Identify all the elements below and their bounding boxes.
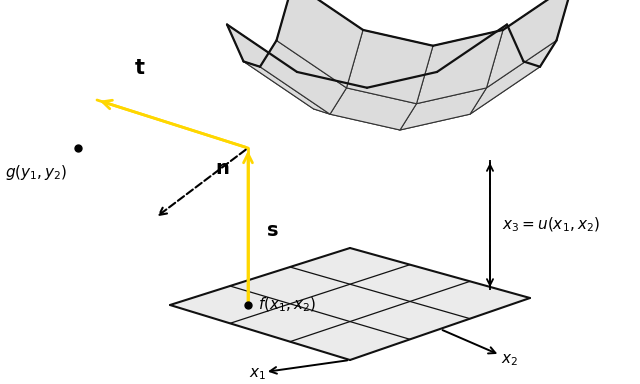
Polygon shape [314,109,400,130]
Text: $x_2$: $x_2$ [502,352,518,368]
Polygon shape [400,88,486,130]
Polygon shape [170,248,530,360]
Polygon shape [260,40,346,114]
Text: $\mathbf{n}$: $\mathbf{n}$ [215,159,229,177]
Text: $g(y_1,y_2)$: $g(y_1,y_2)$ [5,162,68,182]
Text: $x_1$: $x_1$ [250,366,267,382]
Polygon shape [437,25,524,109]
Text: $\mathbf{t}$: $\mathbf{t}$ [134,58,146,78]
Text: $f(x_1,x_2)$: $f(x_1,x_2)$ [258,296,316,314]
Text: $x_3 = u(x_1,x_2)$: $x_3 = u(x_1,x_2)$ [502,216,600,234]
Text: $\mathbf{s}$: $\mathbf{s}$ [266,220,278,240]
Polygon shape [454,61,540,114]
Polygon shape [330,88,417,130]
Polygon shape [367,72,454,125]
Polygon shape [486,0,573,88]
Polygon shape [346,30,433,104]
Polygon shape [227,25,314,109]
Polygon shape [383,109,470,130]
Polygon shape [276,0,363,88]
Polygon shape [243,61,330,114]
Polygon shape [470,40,557,114]
Polygon shape [297,72,383,125]
Polygon shape [417,30,503,104]
